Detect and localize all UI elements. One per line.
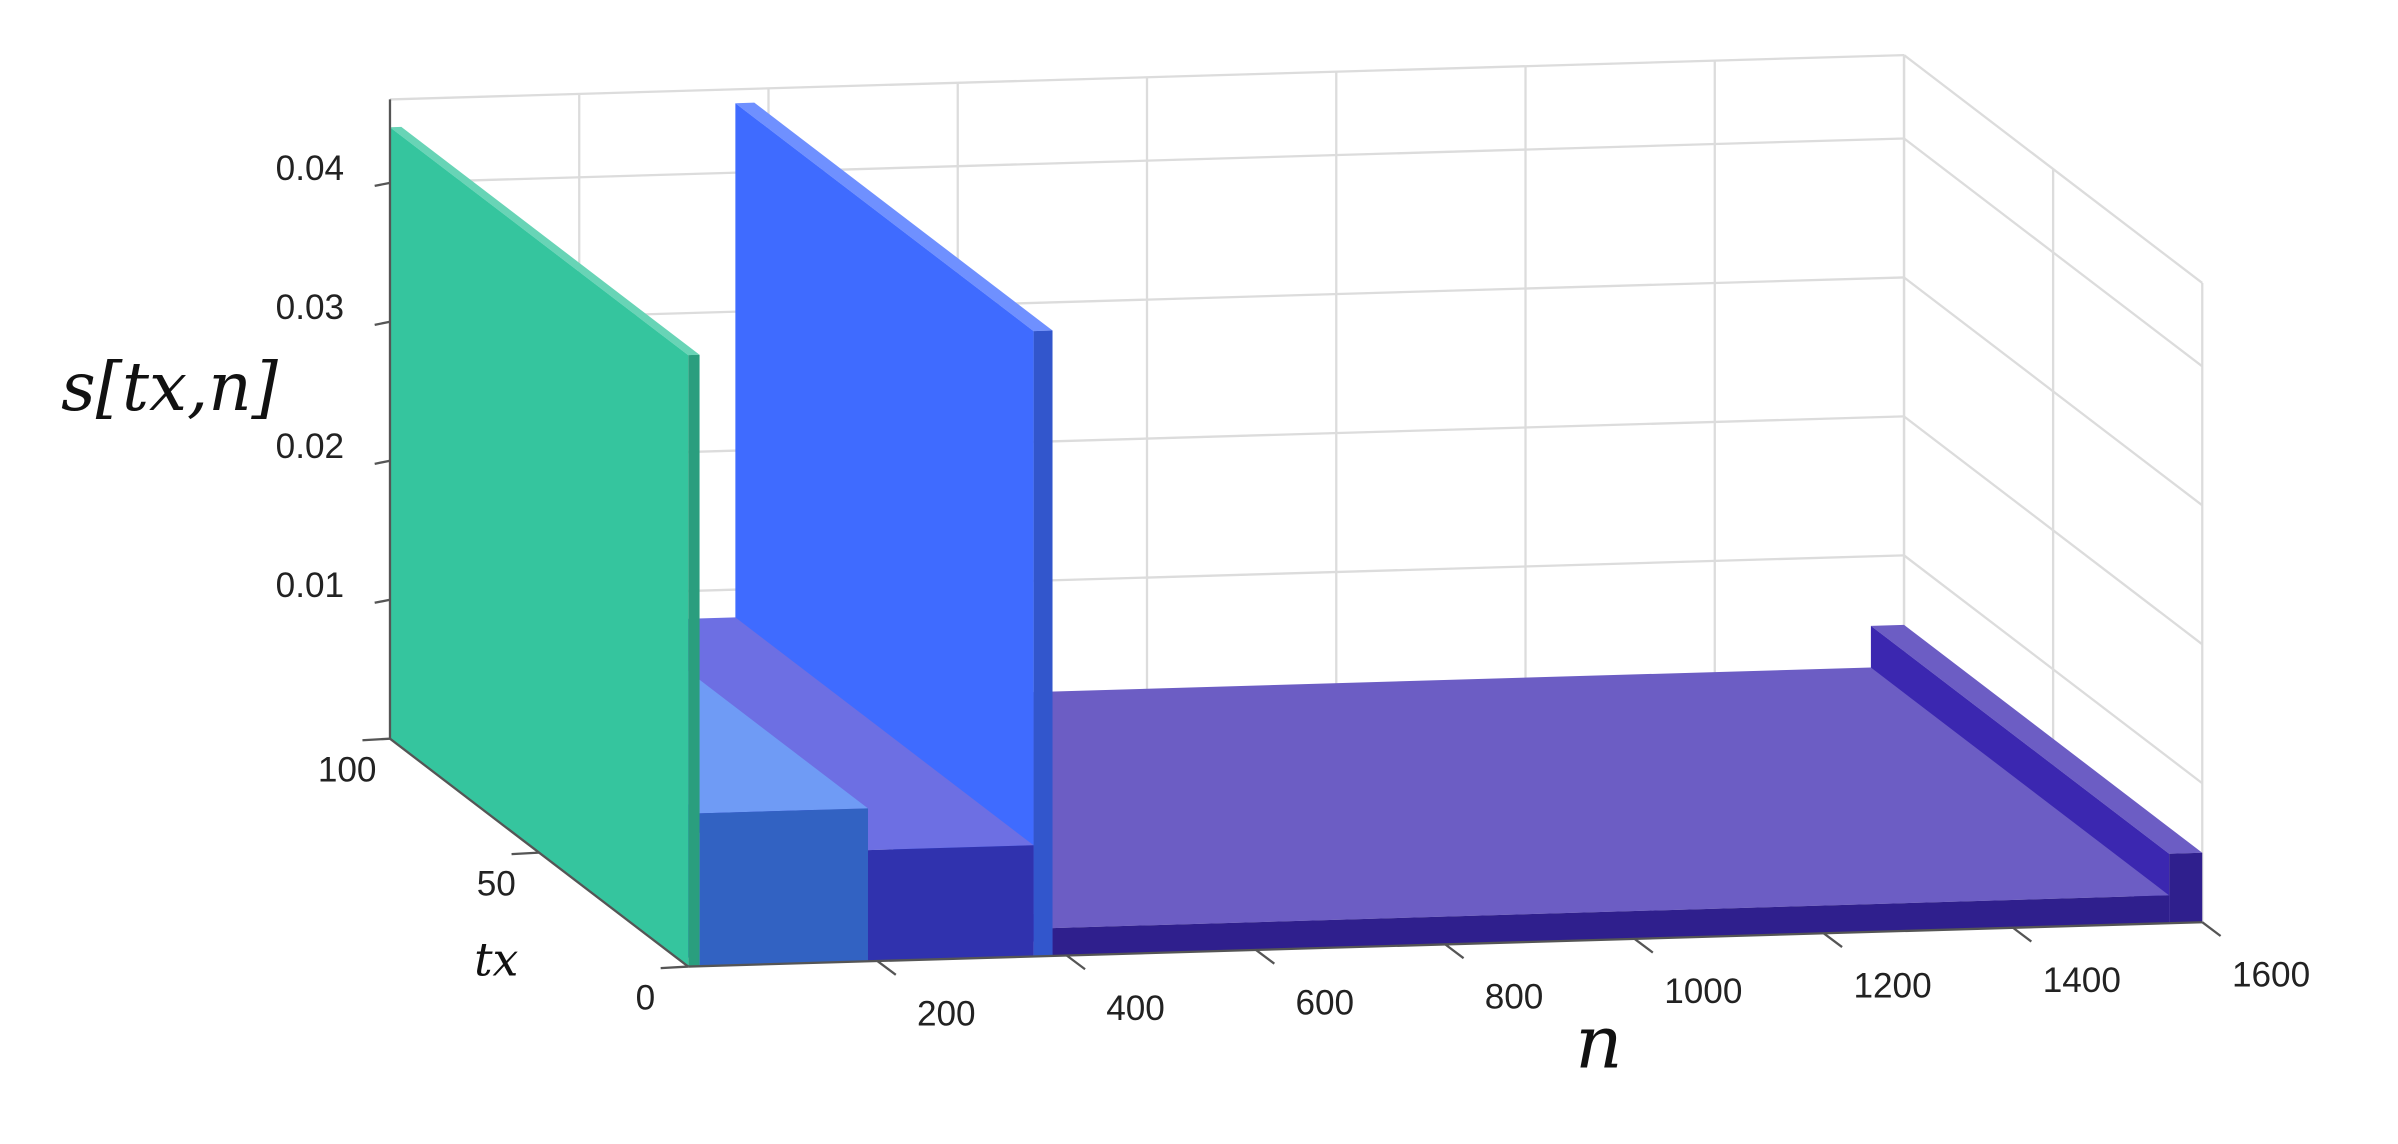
z-tick-label: 0.03 (276, 288, 344, 327)
surface-top (389, 126, 700, 356)
x-tick-label: 1000 (1664, 972, 1742, 1011)
x-tick-label: 1600 (2232, 956, 2310, 995)
x-tick (1633, 937, 1654, 954)
y-tick (511, 851, 540, 856)
x-tick-label: 1400 (2043, 961, 2121, 1000)
x-tick-label: 1200 (1853, 967, 1931, 1006)
x-tick-label: 200 (917, 994, 976, 1033)
surface-front (1052, 895, 2170, 956)
surface-front (699, 808, 868, 967)
grid-line (389, 53, 1905, 101)
surface-front (688, 354, 700, 967)
surface-wall (389, 127, 689, 967)
x-tick (1255, 949, 1276, 965)
grid-line (389, 137, 1905, 184)
grid-line (1903, 54, 2203, 284)
z-tick-label: 0.01 (276, 566, 344, 605)
x-tick (1823, 932, 1843, 948)
surface-front (2169, 852, 2203, 924)
z-tick (374, 320, 391, 326)
x-tick (1066, 954, 1086, 971)
surface-front (1033, 330, 1053, 957)
z-axis-title: s[tx,n] (61, 348, 278, 426)
x-tick-label: 600 (1295, 983, 1354, 1022)
x-tick-label: 800 (1485, 978, 1544, 1017)
z-tick-label: 0.02 (276, 427, 344, 466)
y-axis-title: tx (474, 933, 518, 987)
y-tick-label: 50 (477, 865, 516, 904)
x-tick (2201, 921, 2222, 937)
surface-front (867, 845, 1034, 962)
z-tick-label: 0.04 (276, 149, 344, 188)
z-tick (374, 598, 391, 604)
surface-top (754, 667, 2170, 929)
y-tick-label: 100 (318, 751, 377, 790)
x-tick (876, 960, 897, 976)
surface (389, 102, 2203, 967)
x-tick-label: 400 (1106, 989, 1165, 1028)
y-tick (362, 737, 391, 742)
x-axis-title: n (1575, 1001, 1622, 1086)
surface-top (1870, 624, 2203, 854)
x-tick (2012, 926, 2033, 943)
z-tick (374, 181, 391, 188)
x-tick (1444, 943, 1465, 960)
surface-top (735, 102, 1053, 332)
y-tick (660, 965, 689, 970)
y-tick-label: 0 (636, 979, 656, 1018)
z-tick (374, 459, 391, 465)
